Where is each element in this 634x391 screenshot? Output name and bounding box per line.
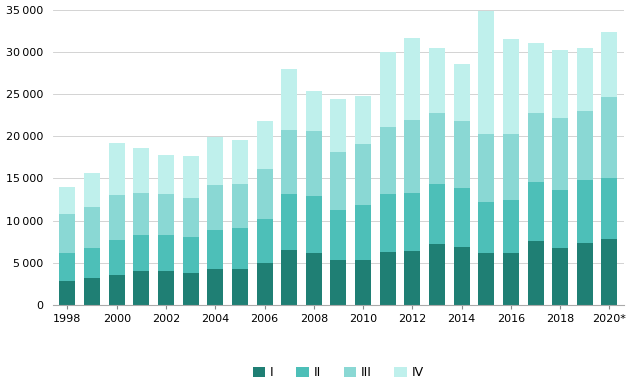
Bar	[158, 194, 174, 235]
Bar	[183, 237, 198, 273]
Bar	[257, 219, 273, 263]
Bar	[133, 271, 150, 305]
Bar	[552, 50, 568, 118]
Bar	[306, 196, 322, 253]
Bar	[429, 113, 445, 184]
Bar	[355, 97, 371, 144]
Bar	[503, 39, 519, 134]
Bar	[503, 200, 519, 253]
Bar	[355, 144, 371, 204]
Bar	[232, 228, 248, 269]
Bar	[257, 263, 273, 305]
Bar	[552, 248, 568, 305]
Bar	[404, 193, 420, 251]
Bar	[527, 43, 543, 113]
Bar	[527, 113, 543, 182]
Bar	[429, 244, 445, 305]
Bar	[207, 269, 223, 305]
Bar	[602, 97, 618, 178]
Bar	[133, 235, 150, 271]
Bar	[183, 156, 198, 198]
Bar	[158, 235, 174, 271]
Bar	[429, 48, 445, 113]
Bar	[306, 131, 322, 196]
Bar	[330, 99, 346, 152]
Bar	[602, 32, 618, 97]
Bar	[453, 121, 470, 188]
Bar	[133, 148, 150, 193]
Bar	[404, 38, 420, 120]
Bar	[602, 239, 618, 305]
Bar	[281, 194, 297, 250]
Bar	[453, 247, 470, 305]
Bar	[306, 91, 322, 131]
Bar	[404, 120, 420, 193]
Bar	[577, 111, 593, 180]
Bar	[281, 250, 297, 305]
Bar	[453, 188, 470, 247]
Bar	[380, 194, 396, 252]
Bar	[232, 269, 248, 305]
Bar	[552, 118, 568, 190]
Bar	[257, 121, 273, 169]
Bar	[84, 248, 100, 278]
Bar	[503, 253, 519, 305]
Bar	[355, 204, 371, 260]
Bar	[306, 253, 322, 305]
Bar	[602, 178, 618, 239]
Bar	[60, 253, 75, 282]
Bar	[527, 241, 543, 305]
Bar	[60, 214, 75, 253]
Bar	[527, 182, 543, 241]
Legend: I, II, III, IV: I, II, III, IV	[248, 361, 429, 384]
Bar	[330, 152, 346, 210]
Bar	[380, 127, 396, 194]
Bar	[404, 251, 420, 305]
Bar	[84, 278, 100, 305]
Bar	[281, 69, 297, 130]
Bar	[183, 273, 198, 305]
Bar	[478, 253, 495, 305]
Bar	[108, 143, 125, 195]
Bar	[478, 134, 495, 202]
Bar	[60, 282, 75, 305]
Bar	[380, 52, 396, 127]
Bar	[478, 202, 495, 253]
Bar	[257, 169, 273, 219]
Bar	[207, 137, 223, 185]
Bar	[133, 193, 150, 235]
Bar	[380, 252, 396, 305]
Bar	[577, 242, 593, 305]
Bar	[577, 180, 593, 242]
Bar	[84, 173, 100, 207]
Bar	[552, 190, 568, 248]
Bar	[183, 198, 198, 237]
Bar	[84, 207, 100, 248]
Bar	[60, 187, 75, 214]
Bar	[577, 48, 593, 111]
Bar	[330, 260, 346, 305]
Bar	[330, 210, 346, 260]
Bar	[232, 140, 248, 184]
Bar	[453, 64, 470, 121]
Bar	[281, 130, 297, 194]
Bar	[478, 11, 495, 134]
Bar	[108, 195, 125, 240]
Bar	[207, 185, 223, 230]
Bar	[207, 230, 223, 269]
Bar	[158, 155, 174, 194]
Bar	[232, 184, 248, 228]
Bar	[108, 240, 125, 275]
Bar	[108, 275, 125, 305]
Bar	[355, 260, 371, 305]
Bar	[503, 134, 519, 200]
Bar	[158, 271, 174, 305]
Bar	[429, 184, 445, 244]
